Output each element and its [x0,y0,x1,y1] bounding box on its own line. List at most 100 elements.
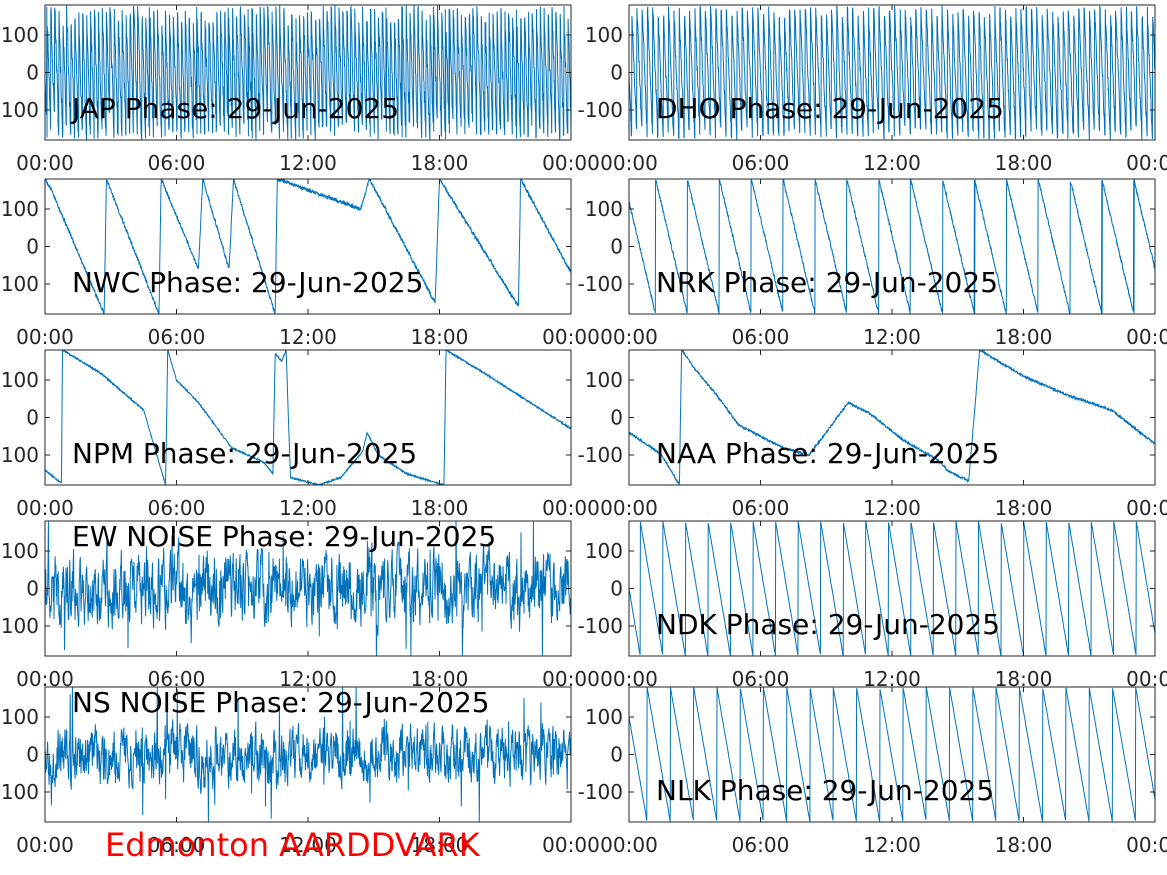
panel-title: NRK Phase: 29-Jun-2025 [656,266,998,299]
y-tick-label: 100 [1,98,39,122]
phase-trace [45,179,571,314]
phase-panel: 100 0 -100 00:00 06:00 12:00 18:00 00:00 DHO Pha… [578,4,1167,175]
y-tick-label: 100 [585,23,623,47]
x-tick-label: 00:00 [16,833,74,857]
y-tick-label: 100 [585,705,623,729]
phase-trace [629,179,1155,314]
phase-panel: 100 0 -100 00:00 06:00 12:00 18:00 00:00 NLK Pha… [578,686,1167,857]
panel-title: NPM Phase: 29-Jun-2025 [72,437,417,470]
x-tick-label: 12:00 [863,833,921,857]
y-tick-label: 100 [1,197,39,221]
phase-panel: 100 0 -100 00:00 06:00 12:00 18:00 00:00 NAA Pha… [578,349,1167,520]
x-tick-label: 06:00 [148,151,206,175]
y-tick-label: 100 [1,23,39,47]
y-tick-label: 0 [610,406,623,430]
phase-trace [629,521,1155,656]
x-tick-label: 18:00 [995,325,1053,349]
x-tick-label: 18:00 [995,151,1053,175]
x-tick-label: 12:00 [279,833,337,857]
y-tick-label: 100 [585,197,623,221]
y-tick-label: 100 [1,780,39,804]
y-tick-label: -100 [578,98,623,122]
phase-trace [45,521,571,656]
x-tick-label: 00:00 [542,496,600,520]
panel-title: DHO Phase: 29-Jun-2025 [656,92,1004,125]
x-tick-label: 00:00 [542,325,600,349]
x-tick-label: 00:00 [1126,325,1167,349]
x-tick-label: 18:00 [411,151,469,175]
x-tick-label: 00:00 [16,151,74,175]
x-tick-label: 12:00 [863,496,921,520]
y-tick-label: 100 [1,368,39,392]
panel-title: NAA Phase: 29-Jun-2025 [656,437,999,470]
y-tick-label: 0 [26,235,39,259]
phase-panel: 100 0 100 00:00 06:00 12:00 18:00 00:00 JAP Phas… [1,4,600,175]
y-tick-label: 100 [585,539,623,563]
y-tick-label: 0 [26,61,39,85]
x-tick-label: 12:00 [279,325,337,349]
y-tick-label: 100 [1,539,39,563]
y-tick-label: 0 [610,743,623,767]
x-tick-label: 00:00 [542,151,600,175]
x-tick-label: 00:00 [1126,496,1167,520]
x-tick-label: 18:00 [995,833,1053,857]
x-tick-label: 00:00 [16,496,74,520]
phase-panel: 100 0 100 00:00 06:00 12:00 18:00 00:00 NWC Phas… [1,178,600,349]
x-tick-label: 00:00 [600,325,658,349]
x-tick-label: 00:00 [542,833,600,857]
phase-panel: 100 0 -100 00:00 06:00 12:00 18:00 00:00 NRK Pha… [578,178,1167,349]
x-tick-label: 18:00 [995,496,1053,520]
phase-trace [629,687,1155,822]
y-tick-label: 0 [26,577,39,601]
x-tick-label: 06:00 [148,833,206,857]
x-tick-label: 12:00 [863,325,921,349]
panel-title: JAP Phase: 29-Jun-2025 [70,92,399,125]
x-tick-label: 00:00 [1126,833,1167,857]
phase-trace [629,5,1155,140]
x-tick-label: 06:00 [732,325,790,349]
x-tick-label: 06:00 [732,833,790,857]
phase-panel: 100 0 100 00:00 06:00 12:00 18:00 00:00 NPM Phas… [1,349,600,520]
x-tick-label: 00:00 [600,151,658,175]
phase-trace [45,5,571,140]
x-tick-label: 06:00 [148,325,206,349]
station-caption: Edmonton AARDDVARK [105,826,480,864]
x-tick-label: 06:00 [148,496,206,520]
x-tick-label: 00:00 [600,833,658,857]
x-tick-label: 00:00 [600,496,658,520]
x-tick-label: 00:00 [1126,151,1167,175]
panel-title: NS NOISE Phase: 29-Jun-2025 [72,686,490,719]
y-tick-label: 100 [1,614,39,638]
panel-title: NWC Phase: 29-Jun-2025 [72,266,423,299]
x-tick-label: 06:00 [732,151,790,175]
y-tick-label: -100 [578,780,623,804]
y-tick-label: 100 [585,368,623,392]
y-tick-label: 0 [610,577,623,601]
phase-panel: 100 0 100 00:00 06:00 12:00 18:00 00:00 NS NOISE… [1,686,600,857]
panel-title: EW NOISE Phase: 29-Jun-2025 [72,520,496,553]
y-tick-label: -100 [578,443,623,467]
y-tick-label: -100 [578,272,623,296]
phase-trace [629,350,1155,485]
y-tick-label: 0 [610,61,623,85]
y-tick-label: 100 [1,705,39,729]
panel-title: NDK Phase: 29-Jun-2025 [656,608,1000,641]
y-tick-label: 0 [610,235,623,259]
y-tick-label: -100 [578,614,623,638]
y-tick-label: 0 [26,743,39,767]
x-tick-label: 18:00 [411,325,469,349]
x-tick-label: 18:00 [411,496,469,520]
phase-trace [45,687,571,822]
y-tick-label: 100 [1,272,39,296]
x-tick-label: 12:00 [279,151,337,175]
x-tick-label: 12:00 [863,151,921,175]
x-tick-label: 18:00 [411,833,469,857]
y-tick-label: 100 [1,443,39,467]
panel-title: NLK Phase: 29-Jun-2025 [656,774,994,807]
x-tick-label: 06:00 [732,496,790,520]
x-tick-label: 12:00 [279,496,337,520]
x-tick-label: 00:00 [16,325,74,349]
